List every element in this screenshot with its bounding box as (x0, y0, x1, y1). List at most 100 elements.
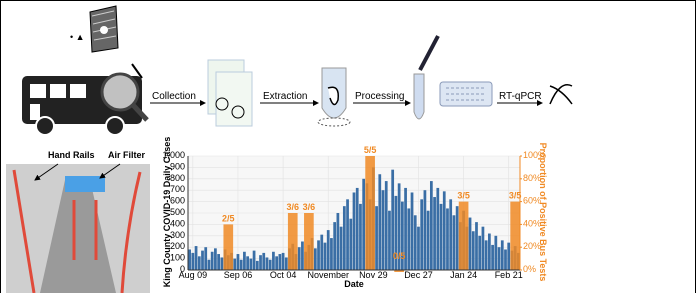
y2-tick-label: 100% (523, 150, 546, 160)
bar (488, 234, 491, 270)
bar (198, 256, 201, 270)
bar (333, 222, 336, 270)
bar (233, 259, 236, 270)
step-label: Extraction (263, 91, 307, 102)
y2-tick-label: 0% (523, 264, 536, 274)
y2-tick-label: 20% (523, 241, 541, 251)
step-label: RT-qPCR (499, 91, 542, 102)
bar (378, 174, 381, 270)
bar (208, 260, 211, 270)
y-tick-label: 100 (170, 253, 185, 263)
bar (436, 188, 439, 270)
plate-icon (440, 82, 492, 106)
bar (220, 257, 223, 270)
bar (317, 240, 320, 270)
bar (278, 254, 281, 270)
bar (407, 208, 410, 270)
bar (485, 240, 488, 270)
x-tick-label: Oct 04 (270, 270, 297, 280)
bar (288, 213, 298, 270)
bar (424, 190, 427, 270)
x-tick-label: Sep 06 (224, 270, 253, 280)
figure: • ▲ Collection Extraction P (0, 0, 696, 293)
bags-icon (208, 60, 252, 126)
dna-icon (550, 85, 572, 104)
bar (259, 255, 262, 270)
data-label: 2/5 (222, 213, 235, 223)
bar (469, 218, 472, 270)
y2-axis-label: Proportion of Positive Bus Tests (538, 143, 548, 282)
bar (430, 181, 433, 270)
step-label: Processing (355, 91, 404, 102)
y-tick-label: 300 (170, 230, 185, 240)
bar (340, 227, 343, 270)
data-label: 3/6 (303, 202, 316, 212)
x-tick-label: Aug 09 (179, 270, 208, 280)
x-tick-label: November (307, 270, 349, 280)
bar (427, 211, 430, 270)
bar (482, 227, 485, 270)
bar (491, 245, 494, 270)
data-label: 0/5 (393, 251, 406, 261)
data-label: 3/5 (457, 191, 470, 201)
bar (388, 211, 391, 270)
bar (353, 192, 356, 270)
bar (266, 257, 269, 270)
bar (443, 191, 446, 270)
x-tick-label: Dec 27 (404, 270, 433, 280)
bar (504, 249, 507, 270)
bar (253, 251, 256, 270)
bar (195, 246, 198, 270)
bar (201, 251, 204, 270)
bar (301, 242, 304, 271)
bar (191, 253, 194, 270)
y-tick-label: 400 (170, 218, 185, 228)
y-tick-label: 700 (170, 184, 185, 194)
bar (356, 188, 359, 270)
bar (346, 199, 349, 270)
pipette-icon (414, 36, 438, 119)
bar (240, 260, 243, 270)
bar (433, 197, 436, 270)
bar (256, 261, 259, 270)
bar (188, 249, 191, 270)
bus-interior-photo (6, 164, 150, 293)
bar (417, 227, 420, 270)
photo-label: Hand Rails (48, 150, 95, 160)
bar (472, 231, 475, 270)
sampling-card: • ▲ (70, 6, 118, 52)
step-label: Collection (152, 91, 196, 102)
bar (475, 222, 478, 270)
y2-tick-label: 40% (523, 218, 541, 228)
bar (246, 256, 249, 270)
x-tick-label: Nov 29 (359, 270, 388, 280)
data-label: 5/5 (364, 145, 377, 155)
bar (446, 208, 449, 270)
bar (440, 204, 443, 270)
data-label: 3/6 (286, 202, 299, 212)
bar (324, 243, 327, 270)
bar (510, 202, 520, 270)
tube-icon (318, 68, 350, 126)
bar (282, 253, 285, 270)
bar (411, 192, 414, 270)
bar (320, 235, 323, 270)
y2-tick-label: 80% (523, 173, 541, 183)
x-axis-label: Date (344, 279, 364, 289)
y-tick-label: 1,000 (162, 150, 185, 160)
y-tick-label: 900 (170, 161, 185, 171)
bar (382, 190, 385, 270)
bar (214, 248, 217, 270)
bar (478, 236, 481, 270)
y-tick-label: 600 (170, 196, 185, 206)
bar (204, 247, 207, 270)
bar (304, 213, 314, 270)
bar (375, 206, 378, 270)
bar (275, 256, 278, 270)
bar (262, 253, 265, 270)
bar (449, 199, 452, 270)
bar (349, 219, 352, 270)
bar (217, 254, 220, 270)
bar (337, 213, 340, 270)
bar (330, 238, 333, 270)
